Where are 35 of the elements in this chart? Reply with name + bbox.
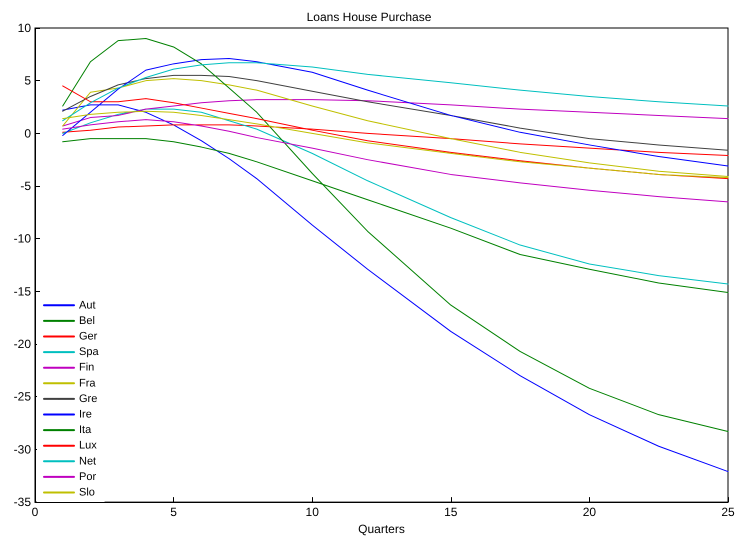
y-tick-label: 0 [24, 126, 32, 140]
x-axis-title: Quarters [358, 522, 405, 536]
legend-label: Net [79, 455, 96, 468]
y-tick-label: -30 [14, 442, 32, 456]
line-series [62, 99, 728, 126]
y-tick-label: -5 [20, 179, 32, 194]
y-tick-label: -20 [14, 337, 32, 352]
legend-label: Aut [79, 299, 96, 312]
legend-label: Por [79, 470, 96, 483]
legend-label: Ita [79, 424, 92, 436]
line-series [62, 74, 728, 151]
x-tick-label: 10 [306, 505, 320, 520]
y-tick-label: -15 [14, 284, 32, 298]
y-tick-label: -10 [14, 232, 32, 246]
line-series [62, 62, 728, 122]
y-tick-label: -25 [14, 390, 32, 404]
legend-label: Lux [79, 440, 98, 452]
legend-label: Gre [79, 392, 98, 405]
x-tick-label: 5 [170, 505, 178, 520]
legend-label: Bel [79, 314, 95, 327]
x-tick-label: 20 [582, 505, 596, 520]
y-tick-label: -35 [14, 495, 32, 510]
y-tick-label: 5 [24, 74, 32, 88]
legend-label: Fra [79, 377, 96, 390]
line-series [62, 119, 728, 202]
chart-title: Loans House Purchase [306, 10, 432, 24]
x-tick-label: 25 [721, 505, 735, 520]
x-tick-label: 15 [444, 505, 458, 520]
y-tick-label: 10 [18, 21, 32, 35]
legend-label: Fin [79, 362, 94, 374]
legend-label: Ger [79, 330, 98, 342]
line-series [62, 38, 728, 432]
legend-label: Slo [79, 486, 95, 498]
legend-label: Spa [79, 346, 100, 358]
legend-label: Ire [79, 408, 92, 420]
